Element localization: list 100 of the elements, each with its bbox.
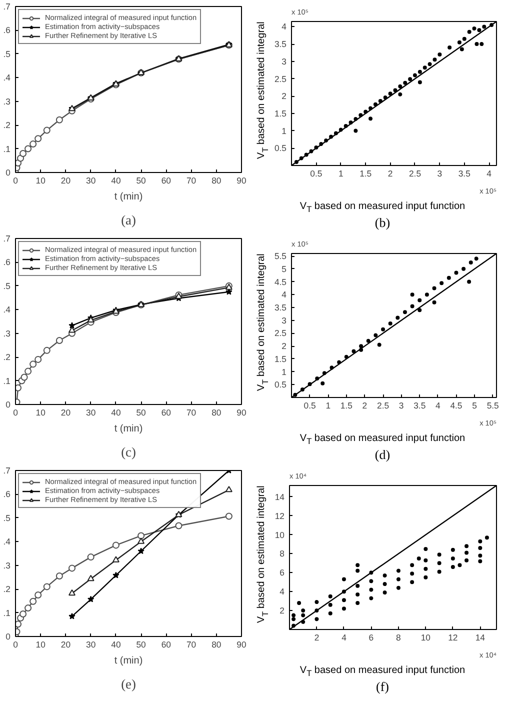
x-tick-label: 4 [436,400,441,410]
x-tick-label: 70 [186,176,196,186]
x-tick-label: 6 [368,632,374,642]
x-tick-label: 8 [396,632,402,642]
x-tick-label: 50 [136,408,146,418]
y-tick-label: .7 [3,2,11,12]
x-axis-title: V$_{T}$ based on measured input function [300,200,466,216]
x-tick-label: 30 [86,640,96,650]
x-tick-label: 3.5 [414,400,426,410]
x-tick-label: 50 [136,176,146,186]
y-tick-label: 3.5 [274,39,287,50]
y-tick-label: .3 [3,560,11,570]
y-tick-label: .4 [3,536,11,547]
y-tick-label: .5 [3,48,11,59]
y-tick-label: .5 [3,512,11,523]
x-tick-label: 10 [36,176,46,186]
y-tick-label: .1 [3,144,11,154]
y-tick-label: 0.5 [274,143,287,154]
x-axis-title: V$_{T}$ based on measured input function [300,664,466,680]
x-tick-label: 2.5 [377,400,390,410]
y-tick-label: 3 [282,56,287,66]
x-tick-label: 40 [111,176,121,186]
x-tick-label: 12 [448,632,458,642]
y-tick-label: .6 [3,489,11,500]
x-tick-label: 0 [13,640,18,650]
x-tick-label: 0.5 [304,400,316,410]
x-tick-label: 2 [314,632,320,642]
y-tick-label: 4.5 [274,276,287,287]
x-tick-label: 0 [13,408,18,418]
y-tick-label: .7 [3,234,11,244]
x-tick-label: 70 [186,408,196,418]
y-tick-label: 2.5 [274,74,287,84]
y-tick-label: 1 [282,366,287,377]
x-tick-label: 60 [161,408,172,418]
x-tick-label: 4.5 [450,400,462,410]
x-tick-label: 0 [13,176,18,186]
x-tick-label: 50 [136,640,146,650]
text: (d) [374,446,390,464]
x-tick-label: 20 [60,640,71,650]
y-tick-label: 2 [280,606,285,616]
text: (f) [376,678,389,696]
x-tick-label: 80 [212,640,222,650]
y-tick-label: 1 [282,126,287,136]
x-tick-label: 4 [486,168,492,178]
x-tick-label: 80 [212,176,222,186]
x-tick-label: 80 [212,408,222,418]
y-tick-label: 2 [282,341,287,352]
x-tick-label: 1.5 [340,400,353,410]
x-tick-label: 40 [111,640,121,650]
text: (c) [121,444,136,460]
y-tick-label: .6 [3,257,11,268]
x-tick-label: 3 [398,400,404,410]
x-tick-label: 70 [186,640,196,650]
y-tick-label: .2 [3,120,11,130]
y-tick-label: 14 [274,492,285,502]
x-tick-label: 90 [236,176,246,186]
y-tick-label: .2 [3,352,11,362]
x-tick-label: 2 [388,168,393,178]
y-tick-label: .1 [3,376,11,386]
y-tick-label: .2 [3,584,11,594]
x-tick-label: 90 [236,640,246,650]
x-tick-label: 1 [326,400,331,410]
y-tick-label: 1.5 [274,108,287,118]
x-tick-label: 30 [86,408,96,418]
y-tick-label: 10 [274,530,285,540]
x-axis-title: V$_{T}$ based on measured input function [300,432,466,448]
x-tick-label: 2 [362,400,368,410]
x-tick-label: 10 [420,632,431,642]
y-tick-label: .6 [3,25,11,36]
text: (b) [374,214,390,232]
x-tick-label: 90 [236,408,246,418]
x-tick-label: 0.5 [310,168,322,178]
y-tick-label: 3.5 [274,302,287,312]
x-tick-label: 4 [342,632,347,642]
y-tick-label: 4 [282,290,287,300]
y-tick-label: 8 [280,548,285,559]
y-tick-label: .5 [3,280,11,291]
x-tick-label: 20 [60,176,71,186]
y-tick-label: .1 [3,608,11,618]
y-tick-label: 1.5 [274,354,287,364]
y-tick-label: 4 [280,586,285,597]
y-tick-label: 2 [282,91,287,102]
y-tick-label: 6 [280,568,285,578]
y-tick-label: 3 [282,315,287,326]
y-tick-label: 4 [282,22,287,32]
y-tick-label: .3 [3,96,11,106]
y-tick-label: .7 [3,466,11,476]
y-tick-label: 5.5 [274,251,287,262]
x-tick-label: 5.5 [486,400,500,410]
x-axis-title: t (min) [114,192,143,202]
x-tick-label: 20 [60,408,71,418]
y-tick-label: .3 [3,328,11,338]
text: (a) [121,212,136,228]
y-tick-label: 5 [282,264,287,274]
x-tick-label: 1.5 [360,168,372,178]
x-tick-label: 10 [36,408,46,418]
y-tick-label: 2.5 [274,328,287,338]
x-tick-label: 3.5 [458,168,471,178]
x-tick-label: 60 [161,176,172,186]
x-tick-label: 2.5 [408,168,422,178]
